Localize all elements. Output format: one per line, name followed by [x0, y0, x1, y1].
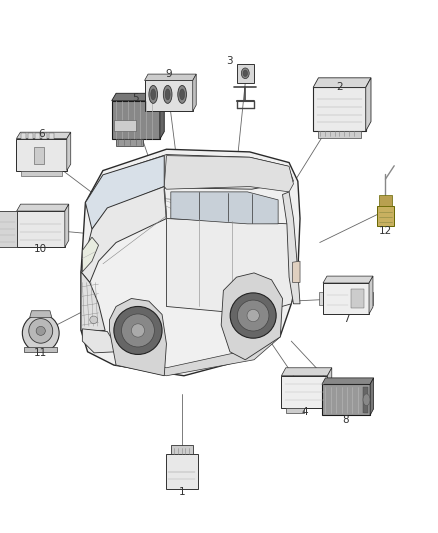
Text: 10: 10: [34, 245, 47, 254]
Polygon shape: [42, 133, 47, 139]
Polygon shape: [85, 156, 164, 229]
Polygon shape: [81, 187, 166, 282]
Ellipse shape: [247, 309, 259, 322]
Polygon shape: [366, 78, 371, 131]
Polygon shape: [293, 261, 300, 282]
Text: 5: 5: [132, 93, 139, 102]
Ellipse shape: [22, 314, 59, 352]
Ellipse shape: [131, 324, 145, 337]
Polygon shape: [24, 346, 57, 352]
Polygon shape: [112, 93, 164, 101]
Polygon shape: [114, 120, 136, 132]
Text: 1: 1: [178, 487, 185, 497]
Polygon shape: [145, 80, 193, 111]
Polygon shape: [17, 211, 65, 247]
Polygon shape: [17, 204, 69, 211]
Polygon shape: [160, 93, 164, 139]
Ellipse shape: [36, 326, 46, 335]
Polygon shape: [0, 211, 17, 247]
Text: 12: 12: [379, 226, 392, 236]
Text: 4: 4: [301, 407, 308, 417]
Polygon shape: [116, 330, 280, 376]
Polygon shape: [323, 283, 369, 314]
Ellipse shape: [243, 70, 247, 76]
Polygon shape: [82, 237, 99, 272]
Polygon shape: [67, 132, 71, 171]
Polygon shape: [363, 387, 368, 413]
Ellipse shape: [363, 394, 370, 406]
Ellipse shape: [114, 306, 162, 354]
Polygon shape: [281, 376, 327, 408]
Text: 7: 7: [343, 314, 350, 324]
Polygon shape: [369, 276, 373, 314]
Text: 6: 6: [38, 130, 45, 139]
Polygon shape: [171, 192, 278, 224]
Ellipse shape: [163, 85, 172, 103]
Polygon shape: [164, 156, 293, 192]
Polygon shape: [166, 219, 298, 314]
Polygon shape: [81, 272, 105, 330]
Polygon shape: [377, 206, 394, 226]
Polygon shape: [49, 133, 54, 139]
Polygon shape: [323, 276, 373, 283]
Ellipse shape: [178, 85, 187, 103]
Polygon shape: [166, 454, 198, 489]
Polygon shape: [82, 329, 116, 353]
Polygon shape: [322, 384, 370, 415]
Text: 3: 3: [226, 56, 233, 66]
Text: 2: 2: [336, 82, 343, 92]
Ellipse shape: [237, 300, 269, 331]
Polygon shape: [379, 195, 392, 206]
Polygon shape: [313, 87, 366, 131]
Polygon shape: [17, 132, 71, 139]
Polygon shape: [35, 133, 40, 139]
Polygon shape: [327, 368, 332, 408]
Ellipse shape: [90, 316, 98, 324]
Text: 11: 11: [34, 349, 47, 358]
Polygon shape: [34, 147, 44, 164]
Ellipse shape: [149, 85, 158, 103]
Polygon shape: [318, 131, 361, 138]
Polygon shape: [350, 289, 364, 308]
Polygon shape: [28, 133, 33, 139]
Polygon shape: [30, 311, 52, 318]
Polygon shape: [99, 155, 293, 205]
Polygon shape: [112, 101, 160, 139]
Ellipse shape: [230, 293, 276, 338]
Polygon shape: [283, 192, 300, 304]
Polygon shape: [17, 139, 67, 171]
Polygon shape: [65, 204, 69, 247]
Text: 8: 8: [343, 415, 350, 425]
Polygon shape: [145, 74, 196, 80]
Polygon shape: [322, 378, 374, 384]
Polygon shape: [21, 133, 26, 139]
Polygon shape: [370, 378, 374, 415]
Polygon shape: [281, 368, 332, 376]
Ellipse shape: [29, 319, 53, 343]
Text: 9: 9: [165, 69, 172, 78]
Polygon shape: [171, 445, 193, 454]
Ellipse shape: [121, 314, 154, 347]
Ellipse shape: [180, 89, 184, 100]
Polygon shape: [21, 171, 62, 176]
Ellipse shape: [241, 68, 249, 78]
Polygon shape: [237, 64, 254, 83]
Polygon shape: [193, 74, 196, 111]
Polygon shape: [369, 292, 373, 305]
Ellipse shape: [151, 89, 155, 100]
Polygon shape: [116, 139, 143, 146]
Polygon shape: [221, 273, 283, 360]
Polygon shape: [313, 78, 371, 87]
Polygon shape: [110, 298, 166, 376]
Polygon shape: [81, 149, 300, 376]
Polygon shape: [286, 408, 304, 413]
Polygon shape: [319, 292, 323, 305]
Ellipse shape: [165, 89, 170, 100]
